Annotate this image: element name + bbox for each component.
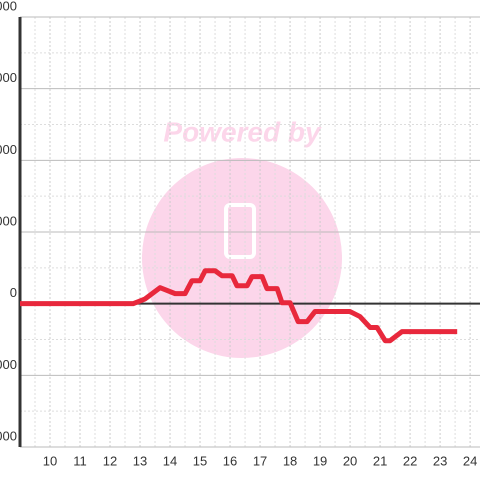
y-tick-label: 0 xyxy=(10,285,17,300)
x-tick-label: 22 xyxy=(403,453,417,468)
x-tick-label: 11 xyxy=(73,453,87,468)
x-tick-label: 15 xyxy=(193,453,207,468)
y-tick-label: 12,000 xyxy=(0,0,17,13)
watermark-icon xyxy=(224,203,256,259)
x-tick-label: 13 xyxy=(133,453,147,468)
data-line xyxy=(20,268,458,344)
y-tick-label: 3,000 xyxy=(0,213,17,228)
x-tick-label: 17 xyxy=(253,453,267,468)
x-tick-label: 21 xyxy=(373,453,387,468)
y-tick-label: -3,000 xyxy=(0,357,17,372)
x-tick-label: 16 xyxy=(223,453,237,468)
x-tick-label: 18 xyxy=(283,453,297,468)
y-tick-label: -6,000 xyxy=(0,428,17,443)
x-tick-label: 10 xyxy=(43,453,57,468)
y-tick-label: 9,000 xyxy=(0,70,17,85)
x-tick-label: 12 xyxy=(103,453,117,468)
x-tick-label: 20 xyxy=(343,453,357,468)
y-tick-label: 6,000 xyxy=(0,142,17,157)
watermark-text: Powered by xyxy=(163,116,322,147)
x-tick-label: 23 xyxy=(433,453,447,468)
x-tick-label: 14 xyxy=(163,453,177,468)
x-tick-label: 24 xyxy=(463,453,477,468)
x-tick-label: 19 xyxy=(313,453,327,468)
